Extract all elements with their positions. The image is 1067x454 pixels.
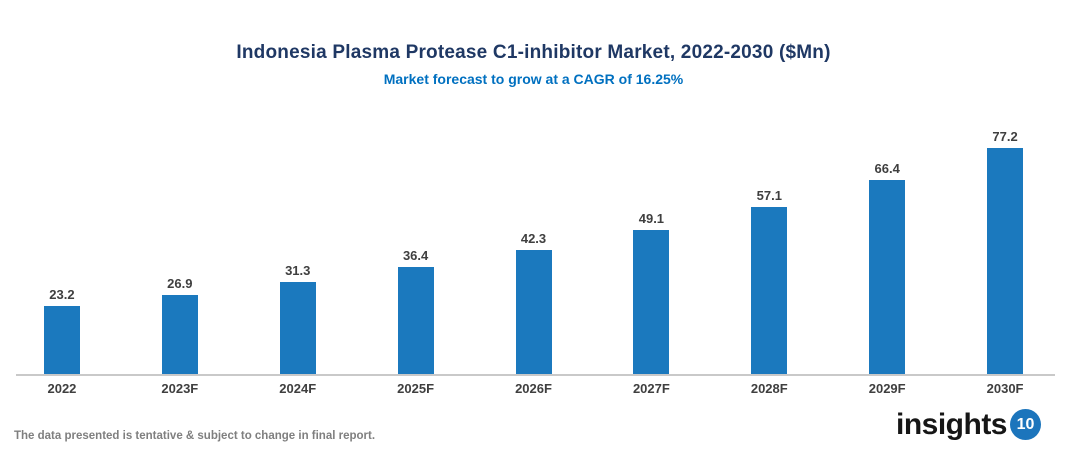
bar-2029F <box>869 180 906 374</box>
bar-column-2024F: 31.3 <box>239 104 357 374</box>
insights10-logo: insights 10 <box>896 409 1041 440</box>
x-tick-label-2026F: 2026F <box>515 381 552 396</box>
bar-value-label-2025F: 36.4 <box>402 248 429 263</box>
chart-subtitle: Market forecast to grow at a CAGR of 16.… <box>383 71 684 87</box>
x-tick-label-2022: 2022 <box>47 381 77 396</box>
x-axis-labels: 2022 2023F 2024F 2025F 2026F 2027F 2028F 2029F 2… <box>3 381 1064 396</box>
bar-2026F <box>515 250 552 374</box>
bar-column-2027F: 49.1 <box>592 104 710 374</box>
bar-2028F <box>751 207 788 374</box>
bar-column-2022: 23.2 <box>3 104 121 374</box>
x-tick-label-2023F: 2023F <box>161 381 199 396</box>
bar-value-label-2029F: 66.4 <box>874 161 900 176</box>
footnote: The data presented is tentative & subjec… <box>14 430 376 442</box>
x-tick-label-2027F: 2027F <box>632 381 670 396</box>
plot: 23.2 26.9 31.3 36.4 42.3 49.1 57.1 66.4 77.2 <box>3 104 1064 374</box>
x-tick-label-2029F: 2029F <box>868 381 906 396</box>
logo-wordmark: insights <box>895 407 1008 441</box>
bar-column-2026F: 42.3 <box>475 104 593 374</box>
bar-column-2030F: 77.2 <box>946 104 1064 374</box>
bar-column-2028F: 57.1 <box>710 104 828 374</box>
bar-column-2029F: 66.4 <box>828 104 946 374</box>
bar-value-label-2027F: 49.1 <box>638 211 665 226</box>
bar-2025F <box>397 267 434 374</box>
bar-value-label-2024F: 31.3 <box>285 263 311 278</box>
bar-2022 <box>43 306 80 374</box>
bar-value-label-2030F: 77.2 <box>992 129 1018 144</box>
x-tick-label-2024F: 2024F <box>279 381 317 396</box>
bar-value-label-2028F: 57.1 <box>756 188 782 203</box>
bar-value-label-2023F: 26.9 <box>167 276 193 291</box>
logo-badge: 10 <box>1010 409 1041 440</box>
bar-2023F <box>161 295 198 374</box>
bar-2030F <box>987 148 1024 374</box>
bar-value-label-2022: 23.2 <box>49 287 75 302</box>
x-axis-line <box>16 374 1055 376</box>
bar-2027F <box>633 230 670 374</box>
bar-column-2023F: 26.9 <box>121 104 239 374</box>
bar-column-2025F: 36.4 <box>357 104 475 374</box>
x-tick-label-2030F: 2030F <box>986 381 1024 396</box>
x-tick-label-2028F: 2028F <box>750 381 788 396</box>
chart-title: Indonesia Plasma Protease C1-inhibitor M… <box>236 42 831 63</box>
bar-2024F <box>279 282 316 374</box>
bar-value-label-2026F: 42.3 <box>520 231 547 246</box>
x-tick-label-2025F: 2025F <box>397 381 435 396</box>
